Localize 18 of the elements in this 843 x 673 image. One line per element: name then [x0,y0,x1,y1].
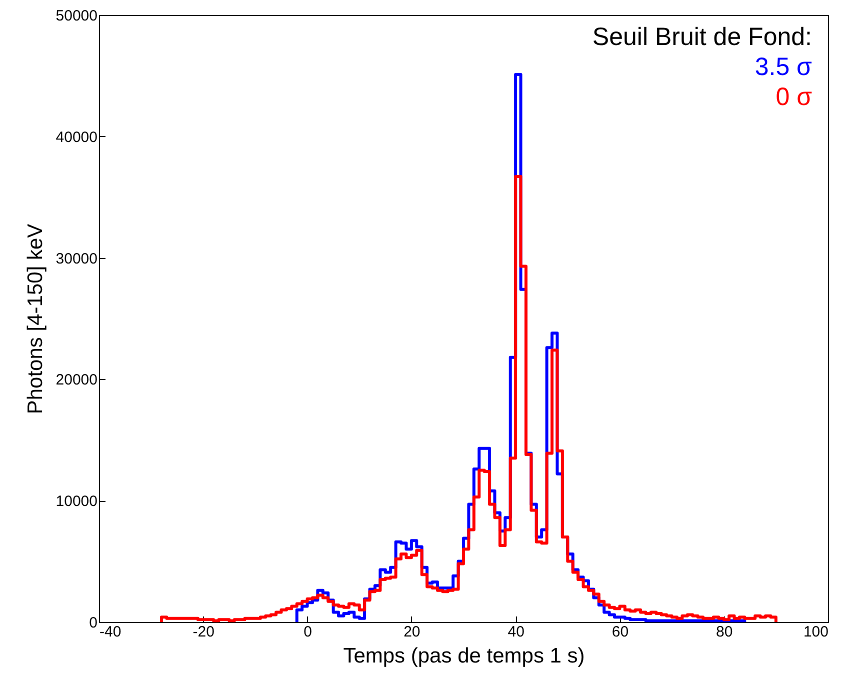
y-tick-label: 10000 [56,493,98,510]
text: 3.5 σ [754,53,813,81]
x-axis-title: Temps (pas de temps 1 s) [343,644,585,668]
x-tick-label: 60 [612,624,629,640]
y-tick-label: 40000 [56,128,98,146]
x-tick-label: 80 [716,624,733,640]
x-tick-label: -40 [100,624,122,640]
x-tick-label: 40 [508,624,524,640]
legend-title: Seuil Bruit de Fond: [592,23,812,51]
x-tick-label: 20 [404,624,420,640]
x-tick-label: 0 [304,624,312,640]
y-tick-label: 20000 [56,372,98,389]
x-tick-label: -20 [192,624,214,640]
y-axis-title: Photons [4-150] keV [24,224,47,414]
text: 0 σ [776,83,813,111]
x-tick-label: 100 [803,624,828,640]
y-tick-label: 50000 [56,8,98,24]
y-tick-label: 30000 [56,250,98,268]
